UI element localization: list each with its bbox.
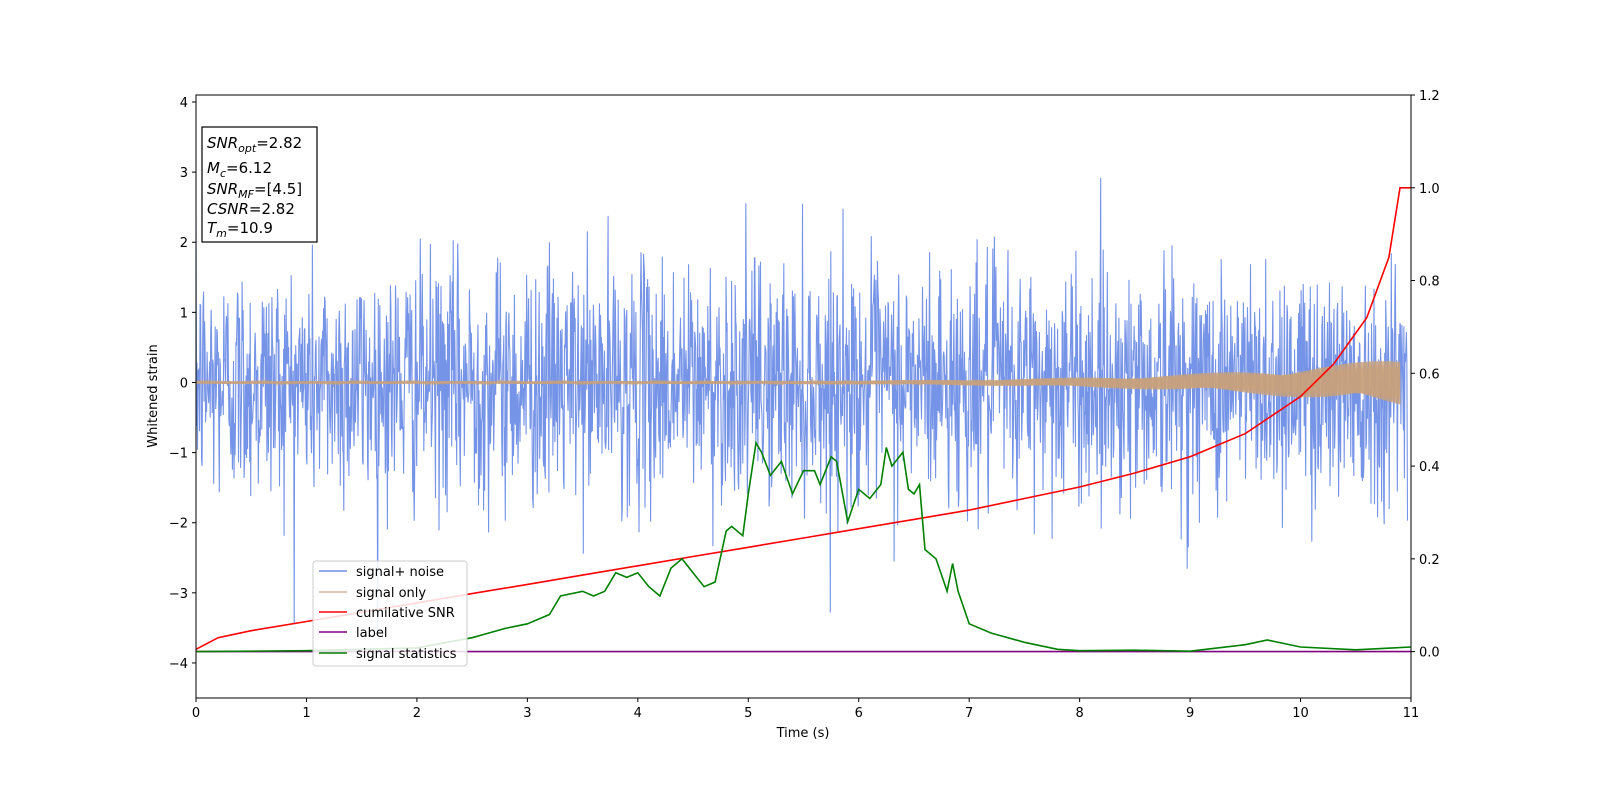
x-tick-label: 0 bbox=[192, 706, 200, 721]
info-csnr-value: =2.82 bbox=[249, 200, 295, 218]
y-left-tick-label: 0 bbox=[180, 376, 188, 391]
y-left-tick-label: −3 bbox=[169, 587, 188, 602]
x-tick-label: 3 bbox=[523, 706, 531, 721]
x-tick-label: 9 bbox=[1186, 706, 1194, 721]
x-tick-label: 10 bbox=[1292, 706, 1309, 721]
info-tm-symbol: T bbox=[207, 219, 218, 237]
y-right-tick-label: 0.2 bbox=[1419, 553, 1440, 568]
x-tick-label: 7 bbox=[965, 706, 973, 721]
y-left-tick-label: 2 bbox=[180, 236, 188, 251]
x-axis: 0 1 2 3 4 5 6 7 8 9 10 11 bbox=[192, 698, 1419, 721]
info-snr-opt-subscript: opt bbox=[238, 142, 257, 155]
y-left-tick-label: 4 bbox=[180, 96, 188, 111]
y-right-tick-label: 1.2 bbox=[1419, 89, 1440, 104]
info-tm-value: =10.9 bbox=[227, 219, 273, 237]
plot-frame bbox=[195, 94, 1412, 699]
legend: signal+ noise signal only cumilative SNR… bbox=[312, 560, 468, 667]
info-box-frame bbox=[201, 126, 318, 243]
y-axis-left: −4 −3 −2 −1 0 1 2 3 4 bbox=[169, 96, 196, 672]
y-right-tick-label: 1.0 bbox=[1419, 182, 1440, 197]
info-mc-value: =6.12 bbox=[226, 159, 272, 177]
info-snr-opt: SNRopt=2.82 bbox=[207, 134, 302, 155]
info-box: SNRopt=2.82 Mc=6.12 SNRMF=[4.5] CSNR=2.8… bbox=[201, 126, 318, 243]
series-signal-noise bbox=[196, 177, 1409, 633]
series-signal-only bbox=[196, 361, 1401, 405]
y-left-tick-label: 1 bbox=[180, 306, 188, 321]
legend-label-signal-statistics: signal statistics bbox=[356, 647, 457, 662]
x-axis-label: Time (s) bbox=[776, 726, 830, 741]
x-tick-label: 11 bbox=[1403, 706, 1420, 721]
y-right-tick-label: 0.8 bbox=[1419, 275, 1440, 290]
y-left-tick-label: 3 bbox=[180, 166, 188, 181]
y-axis-right: 0.0 0.2 0.4 0.6 0.8 1.0 1.2 bbox=[1411, 89, 1440, 661]
x-tick-label: 6 bbox=[855, 706, 863, 721]
info-snr-opt-value: =2.82 bbox=[256, 134, 302, 152]
info-snr-mf-subscript: MF bbox=[238, 188, 254, 201]
info-mc-symbol: M bbox=[207, 159, 220, 177]
x-tick-label: 2 bbox=[413, 706, 421, 721]
info-snr-mf-value: =[4.5] bbox=[254, 180, 302, 198]
y-axis-label: Whitened strain bbox=[146, 344, 161, 447]
y-left-tick-label: −4 bbox=[169, 657, 188, 672]
legend-frame bbox=[312, 560, 468, 667]
info-tm: Tm=10.9 bbox=[207, 219, 273, 240]
info-mc-subscript: c bbox=[220, 167, 226, 180]
info-mc: Mc=6.12 bbox=[207, 159, 272, 180]
info-snr-opt-symbol: SNR bbox=[207, 134, 238, 152]
y-right-tick-label: 0.4 bbox=[1419, 460, 1440, 475]
legend-label-cumulative-snr: cumilative SNR bbox=[356, 606, 455, 621]
info-csnr-symbol: CSNR bbox=[207, 200, 249, 218]
x-tick-label: 4 bbox=[634, 706, 642, 721]
info-snr-mf-symbol: SNR bbox=[207, 180, 238, 198]
info-tm-subscript: m bbox=[216, 227, 227, 240]
legend-label-signal-noise: signal+ noise bbox=[356, 565, 444, 580]
x-tick-label: 5 bbox=[744, 706, 752, 721]
x-tick-label: 1 bbox=[302, 706, 310, 721]
series-signal-statistics bbox=[196, 440, 1411, 653]
info-snr-mf: SNRMF=[4.5] bbox=[207, 180, 302, 201]
legend-label-label: label bbox=[356, 626, 387, 641]
y-left-tick-label: −2 bbox=[169, 517, 188, 532]
legend-label-signal-only: signal only bbox=[356, 586, 426, 601]
y-right-tick-label: 0.0 bbox=[1419, 646, 1440, 661]
y-left-tick-label: −1 bbox=[169, 447, 188, 462]
info-csnr: CSNR=2.82 bbox=[207, 200, 295, 218]
x-tick-label: 8 bbox=[1075, 706, 1083, 721]
y-right-tick-label: 0.6 bbox=[1419, 367, 1440, 382]
